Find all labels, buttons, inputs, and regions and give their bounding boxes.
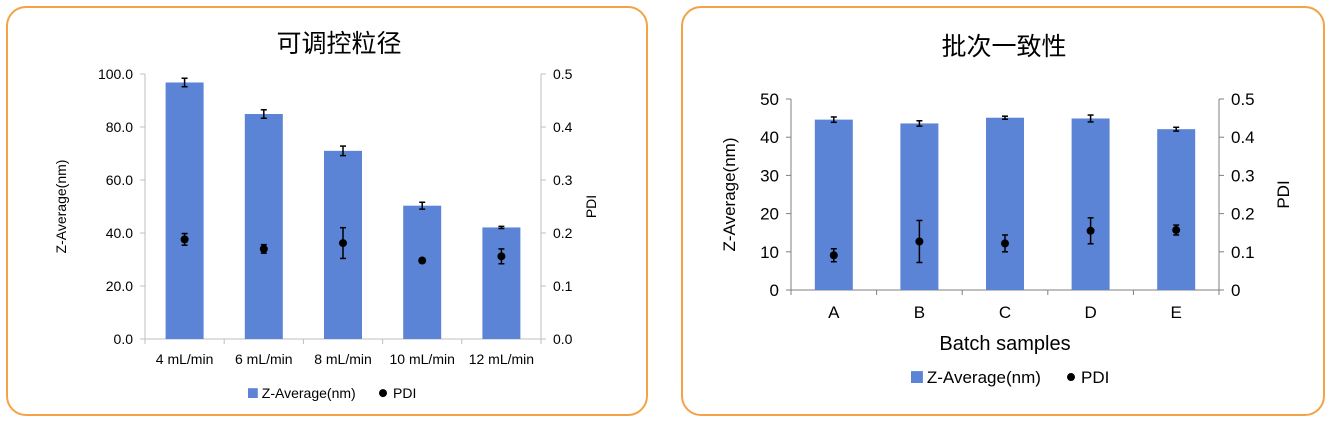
- x-tick-label: 4 mL/min: [156, 351, 214, 367]
- x-tick-label: 12 mL/min: [469, 351, 534, 367]
- legend-label-pdi: PDI: [393, 385, 416, 401]
- pdi-point: [1001, 239, 1009, 248]
- y2-tick-label: 0.2: [553, 225, 573, 241]
- y2-tick-label: 0.1: [553, 278, 573, 294]
- y2-tick-label: 0.0: [553, 331, 573, 347]
- y-axis-title: Z-Average(nm): [53, 160, 69, 254]
- pdi-point: [339, 239, 347, 248]
- bar: [244, 114, 283, 339]
- bar: [482, 227, 521, 339]
- chart-title: 可调控粒径: [276, 29, 401, 58]
- pdi-point: [829, 251, 838, 260]
- y2-axis-title: PDI: [1274, 180, 1293, 208]
- y-tick-label: 50: [760, 90, 779, 109]
- x-tick-label: C: [999, 303, 1011, 322]
- x-tick-label: B: [914, 303, 925, 322]
- y2-tick-label: 0.5: [1231, 90, 1255, 109]
- pdi-point: [497, 252, 506, 261]
- x-axis-title: Batch samples: [939, 333, 1070, 355]
- legend-swatch-pdi: [379, 389, 387, 398]
- pdi-point: [1086, 226, 1095, 235]
- legend-label-pdi: PDI: [1081, 368, 1109, 387]
- chart-batch: 批次一致性 0 10 20 30 40 50 0 0.1 0.2 0.3 0.4 0.5 A B C D E Z-A…: [720, 32, 1293, 387]
- bar: [1157, 129, 1196, 290]
- legend: Z-Average(nm) PDI: [911, 368, 1109, 387]
- legend-label-z-average: Z-Average(nm): [927, 368, 1041, 387]
- x-tick-label: E: [1171, 303, 1182, 322]
- y-tick-label: 30: [760, 166, 779, 185]
- y2-tick-label: 0.1: [1231, 243, 1255, 262]
- y-tick-label: 10: [760, 243, 779, 262]
- bar: [403, 205, 442, 339]
- y-tick-label: 60.0: [106, 172, 133, 188]
- legend: Z-Average(nm) PDI: [248, 385, 416, 401]
- x-tick-label: D: [1084, 303, 1096, 322]
- x-tick-label: 10 mL/min: [390, 351, 455, 367]
- y2-tick-label: 0.3: [553, 172, 573, 188]
- y-tick-label: 20: [760, 205, 779, 224]
- y2-tick-label: 0.5: [553, 66, 573, 82]
- pdi-point: [259, 244, 268, 253]
- chart-title: 批次一致性: [941, 32, 1066, 61]
- x-tick-label: 6 mL/min: [235, 351, 293, 367]
- legend-swatch-bar: [248, 388, 258, 398]
- y-tick-label: 100.0: [98, 66, 133, 82]
- chart-panel-flow-rate: 可调控粒径 0.0 20.0 40.0 60.0 80.0 100.0 0.0 0.1 0.2 0.…: [6, 6, 648, 416]
- pdi-point: [180, 235, 189, 244]
- y-tick-label: 80.0: [106, 119, 133, 135]
- bar: [1071, 118, 1110, 291]
- y-axis-title: Z-Average(nm): [720, 138, 739, 252]
- y-tick-label: 20.0: [106, 278, 133, 294]
- bar: [165, 82, 204, 339]
- bar: [900, 123, 939, 290]
- pdi-point: [1172, 226, 1181, 235]
- legend-label-z-average: Z-Average(nm): [262, 385, 356, 401]
- y-tick-label: 0: [770, 281, 779, 300]
- y2-tick-label: 0.3: [1231, 166, 1255, 185]
- y2-tick-label: 0.4: [553, 119, 573, 135]
- x-tick-label: A: [828, 303, 840, 322]
- y2-axis-title: PDI: [583, 195, 599, 218]
- chart-flow-rate: 可调控粒径 0.0 20.0 40.0 60.0 80.0 100.0 0.0 0.1 0.2 0.…: [53, 29, 599, 401]
- legend-swatch-bar: [911, 371, 923, 383]
- bar: [986, 117, 1024, 290]
- y-tick-label: 40: [760, 128, 779, 147]
- x-tick-label: 8 mL/min: [314, 351, 372, 367]
- y-tick-label: 0.0: [114, 331, 134, 347]
- legend-swatch-pdi: [1067, 373, 1075, 382]
- y-tick-label: 40.0: [106, 225, 133, 241]
- pdi-point: [915, 237, 924, 246]
- y2-tick-label: 0: [1231, 281, 1240, 300]
- y2-tick-label: 0.4: [1231, 128, 1255, 147]
- y2-tick-label: 0.2: [1231, 205, 1255, 224]
- bar: [814, 119, 853, 291]
- chart-panel-batch: 批次一致性 0 10 20 30 40 50 0 0.1 0.2 0.3 0.4 0.5 A B C D E Z-A…: [681, 6, 1325, 416]
- pdi-point: [418, 256, 427, 265]
